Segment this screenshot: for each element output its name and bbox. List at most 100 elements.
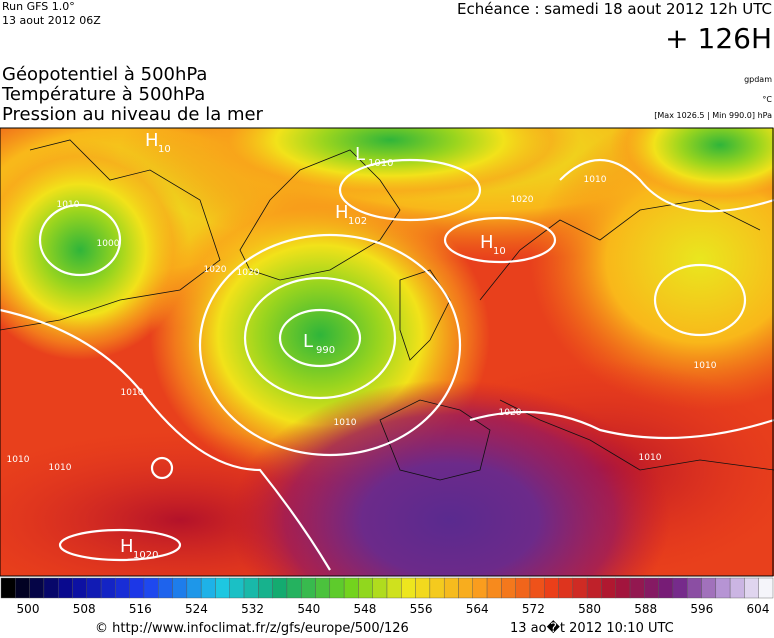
run-date: 13 ao�t 2012 10:10 UTC [510,619,674,636]
run: Run GFS 1.0° [2,0,75,13]
colorbar-tick-label: 572 [522,602,545,616]
colorbar-tick-label: 508 [73,602,96,616]
contour-label: 1010 [584,175,607,185]
title: Pression au niveau de la mer [2,104,264,125]
color-swatch [258,577,273,599]
unit: gpdam [744,75,772,84]
center-letter: H [145,130,159,151]
color-swatch [272,577,288,599]
contour-labels: 1010 1000 1020 1020 1010 1010 1020 1010 1010 1020… [7,175,717,473]
color-swatch [115,577,130,599]
color-swatch [443,577,459,599]
color-swatch [586,577,602,599]
isobars [0,158,774,571]
footer: © http://www.infoclimat.fr/z/gfs/europe/… [95,619,674,636]
colorbar-tick-label: 596 [690,602,713,616]
center-letter: H [480,232,494,253]
color-swatch [658,577,674,599]
contour-label: 1010 [57,200,80,210]
color-swatch [529,577,545,599]
color-swatch [744,577,759,599]
color-swatch [629,577,645,599]
center-value: 1010 [368,158,393,169]
center-letter: H [120,536,134,557]
color-swatch [172,577,188,599]
header: Run GFS 1.0° 13 aout 2012 06Z Echéance :… [1,0,772,125]
colorbar-tick-label: 564 [466,602,489,616]
color-swatch [86,577,102,599]
echeance: Echéance : samedi 18 aout 2012 12h UTC [457,0,772,18]
contour-label: 1010 [121,388,144,398]
color-swatch [501,577,516,599]
color-swatch [572,577,588,599]
color-swatch [415,577,431,599]
color-swatch [601,577,616,599]
contour-label: 1020 [204,265,227,275]
color-swatch [358,577,373,599]
contour-label: 1010 [49,463,72,473]
color-swatch [286,577,302,599]
color-swatch [429,577,445,599]
color-swatch [715,577,731,599]
center-value: 102 [348,216,367,227]
color-swatch [72,577,87,599]
color-swatch [243,577,259,599]
color-swatch [544,577,559,599]
center-value: 10 [158,144,171,155]
colorbar-tick-label: 604 [747,602,770,616]
color-swatch [758,577,774,599]
color-swatch [158,577,173,599]
color-swatch [401,577,416,599]
contour-label: 1020 [499,408,522,418]
source: © http://www.infoclimat.fr/z/gfs/europe/… [95,621,409,636]
center-value: 990 [316,345,335,356]
color-swatch [701,577,717,599]
color-swatch [329,577,345,599]
lead: + 126H [665,22,772,55]
color-swatch [644,577,659,599]
center-value: 10 [493,246,506,257]
color-swatch [558,577,574,599]
colorbar-tick-label: 556 [410,602,433,616]
color-swatch [129,577,145,599]
contour-label: 1010 [334,418,357,428]
contour-label: 1010 [694,361,717,371]
contour-label: 1000 [97,239,120,249]
center-value: 1020 [133,550,158,561]
color-swatch [729,577,745,599]
color-swatch [672,577,688,599]
color-swatch [186,577,202,599]
color-swatch [343,577,359,599]
color-swatch [215,577,230,599]
color-swatch [486,577,502,599]
color-swatch [301,577,316,599]
center-letter: L [355,144,365,165]
color-swatch [372,577,388,599]
colorbar-tick-label: 532 [241,602,264,616]
color-swatch [386,577,402,599]
colorbar-tick-label: 588 [634,602,657,616]
color-swatch [29,577,45,599]
center-letter: L [303,331,313,352]
color-swatch [200,577,216,599]
title: Température à 500hPa [1,84,205,105]
colorbar-tick-label: 548 [353,602,376,616]
color-swatch [315,577,331,599]
title: Géopotentiel à 500hPa [2,64,207,85]
colorbar-tick-label: 524 [185,602,208,616]
unit: °C [762,95,772,104]
color-swatch [687,577,702,599]
color-swatch [15,577,30,599]
unit: [Max 1026.5 | Min 990.0] hPa [654,111,772,120]
contour-label: 1020 [237,268,260,278]
colorbar-tick-label: 500 [17,602,40,616]
center-letter: H [335,202,349,223]
map-frame [0,127,774,577]
colorbar-tick-label: 580 [578,602,601,616]
init: 13 aout 2012 06Z [2,14,101,27]
color-swatch [143,577,159,599]
colorbar-tick-label: 540 [297,602,320,616]
